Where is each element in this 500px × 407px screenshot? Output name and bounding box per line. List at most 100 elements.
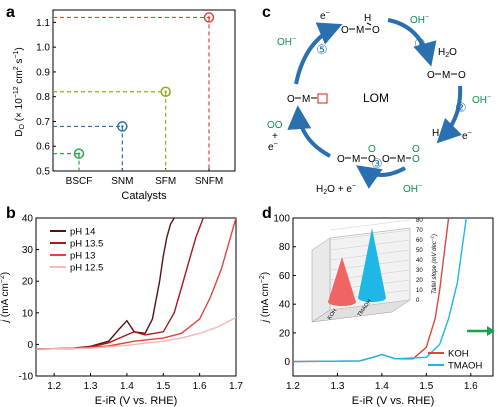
legend-label: pH 13.5 <box>70 239 103 250</box>
inset-z-tick-label: 60 <box>416 238 423 244</box>
arrow-step-2 <box>436 85 463 144</box>
water-label: H2O <box>438 47 457 59</box>
panel-b-x-ticks: 1.2 1.3 1.4 1.5 1.6 1.7 <box>47 373 243 392</box>
o-atom: O <box>337 154 345 165</box>
arrow-step-3 <box>356 165 406 189</box>
oxygen-vacancy-icon <box>317 93 328 104</box>
data-point <box>73 148 85 159</box>
inset-z-tick-label: 80 <box>416 218 423 224</box>
inset-z-tick-label: 10 <box>416 288 423 294</box>
o-atom: O <box>412 154 420 165</box>
step-number-1: ① <box>414 36 426 51</box>
h-atom: H <box>432 128 439 139</box>
m-atom: M <box>302 94 310 105</box>
x-tick-label: 1.6 <box>193 381 207 392</box>
o-atom: O <box>368 154 376 165</box>
data-point-center <box>207 16 211 19</box>
reagents: OH− H2O OH− H e− H2O + e− OH− OO + e− OH… <box>267 10 491 196</box>
panel-a-y-ticks: 0.5 0.6 0.7 0.8 0.9 1.0 1.1 <box>36 18 56 178</box>
legend-label: pH 13 <box>70 251 95 262</box>
inset-z-label: Tafel slope (mV dec−1) <box>430 234 439 294</box>
o-atom: O <box>458 70 466 81</box>
green-arrow-head <box>487 326 495 336</box>
released-o2-label: OO <box>267 120 283 131</box>
series-line <box>36 218 175 350</box>
inset-z-ticks: 0 10 20 30 40 50 60 70 80 <box>416 218 423 304</box>
o-atom: O <box>382 154 390 165</box>
panel-label-b: b <box>6 205 16 222</box>
y-tick-label: 0.6 <box>36 142 50 153</box>
inset-cone <box>328 257 356 306</box>
x-tick-label: SNM <box>111 176 133 187</box>
y-tick-label: 0 <box>284 357 290 368</box>
panel-a-chart: 0.5 0.6 0.7 0.8 0.9 1.0 1.1 BSCF SNM SFM SNFM Cat… <box>13 9 236 202</box>
x-tick-label: 1.2 <box>47 381 61 392</box>
y-tick-label: 10 <box>22 308 34 319</box>
panel-b-series-lines <box>36 218 236 350</box>
o-atom: O <box>427 70 435 81</box>
x-tick-label: 1.2 <box>286 381 300 392</box>
m-atom: M <box>442 70 450 81</box>
panel-d-x-ticks: 1.2 1.3 1.4 1.5 1.6 <box>286 373 478 392</box>
o-atom: O <box>368 144 376 155</box>
panel-b-x-label: E-iR (V vs. RHE) <box>95 395 178 407</box>
species-bottom-right: O O O M <box>382 144 420 165</box>
data-point-center <box>164 90 167 93</box>
lom-center-label: LOM <box>363 91 389 105</box>
data-point-center <box>121 125 124 128</box>
legend-label: pH 14 <box>70 227 95 238</box>
data-point <box>203 12 215 23</box>
step-number-3: ③ <box>371 156 383 171</box>
panel-c-mechanism: LOM H O M O O M O O O O M O M O O <box>267 10 491 196</box>
inset-z-tick-label: 40 <box>416 258 423 264</box>
x-tick-label: SFM <box>155 176 176 187</box>
o-atom: O <box>372 25 380 36</box>
panel-a-x-label: Catalysts <box>121 190 167 202</box>
m-atom: M <box>356 25 364 36</box>
y-tick-label: 40 <box>22 214 34 225</box>
inset-z-tick-label: 70 <box>416 228 423 234</box>
panel-b-y-label: j (mA cm−2) <box>0 272 11 324</box>
inset-category-label: KOH <box>327 308 339 321</box>
inset-z-tick-label: 30 <box>416 268 423 274</box>
o-atom: O <box>341 25 349 36</box>
inset-cone <box>358 228 386 302</box>
y-tick-label: 1.0 <box>36 43 50 54</box>
step-number-2: ② <box>455 100 467 115</box>
y-tick-label: 60 <box>279 271 291 282</box>
x-tick-label: SNFM <box>195 176 223 187</box>
electron-label: e− <box>320 10 330 22</box>
y-tick-label: 0 <box>27 340 33 351</box>
x-tick-label: 1.7 <box>229 381 243 392</box>
species-top: H O M O <box>341 13 380 36</box>
series-line <box>293 218 467 363</box>
panel-label-c: c <box>262 4 271 21</box>
panel-d-y-label: j (mA cm−2) <box>259 272 271 324</box>
o-atom: O <box>287 94 295 105</box>
inset-cones <box>328 228 386 306</box>
hydroxide-label: OH− <box>403 183 422 195</box>
panel-a-frame <box>52 9 236 172</box>
inset-gridline <box>329 219 411 231</box>
y-tick-label: 80 <box>279 242 291 253</box>
panel-a-guide-lines <box>53 16 210 171</box>
data-point-center <box>77 152 81 155</box>
m-atom: M <box>352 154 360 165</box>
panel-b-y-ticks: -10 0 10 20 30 40 <box>19 214 39 383</box>
panel-b-frame <box>35 217 237 377</box>
cycle-arrows <box>287 18 463 189</box>
y-tick-label: 0.9 <box>36 67 50 78</box>
electron-label: e− <box>462 130 472 142</box>
inset-z-tick-label: 50 <box>416 248 423 254</box>
panel-label-d: d <box>262 205 272 222</box>
series-line <box>36 218 236 350</box>
y-tick-label: 20 <box>279 328 291 339</box>
inset-side-wall <box>311 237 331 323</box>
series-line <box>36 316 236 350</box>
y-tick-label: 0.8 <box>36 92 50 103</box>
hydroxide-label: OH− <box>472 94 491 106</box>
